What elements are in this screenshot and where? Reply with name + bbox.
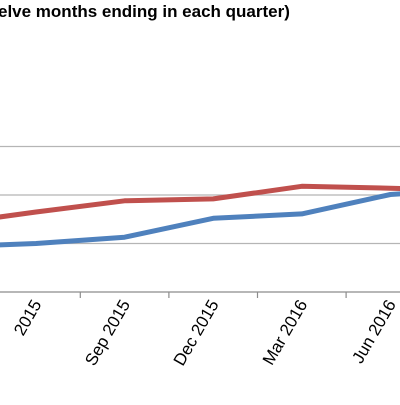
x-tick-label: Jun 2016	[348, 297, 399, 367]
x-tick-label: Sep 2015	[81, 297, 134, 370]
series-1-line	[0, 183, 400, 220]
series-2-line	[0, 191, 400, 248]
gridlines	[0, 145, 400, 245]
x-tick-label: Dec 2015	[170, 297, 223, 370]
x-axis	[0, 291, 400, 298]
series-lines	[0, 183, 400, 248]
x-tick-label: Mar 2016	[259, 297, 311, 369]
x-tick-label: 2015	[10, 297, 45, 339]
chart-title: elve months ending in each quarter)	[0, 2, 290, 21]
